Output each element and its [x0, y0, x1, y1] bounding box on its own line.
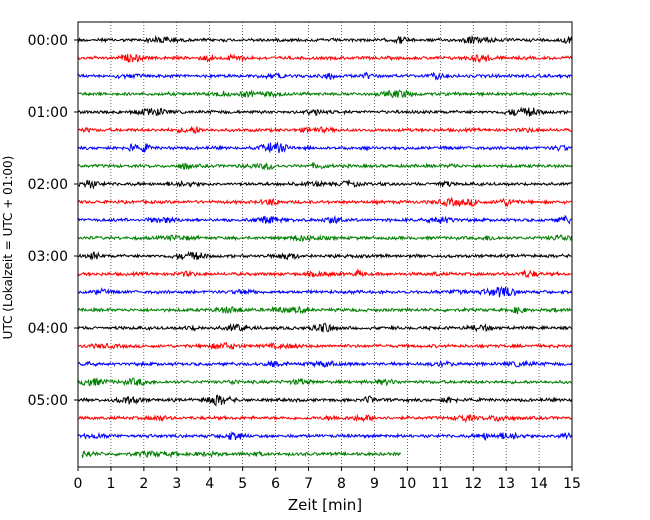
x-tick-label: 4: [205, 476, 214, 492]
trace-02:15: [77, 196, 572, 208]
trace-05:45: [81, 449, 401, 459]
trace-00:15: [77, 52, 572, 64]
x-tick-label: 2: [139, 476, 148, 492]
trace-05:15: [77, 413, 572, 424]
y-tick-label: 02:00: [28, 177, 68, 193]
x-tick-label: 0: [74, 476, 83, 492]
trace-03:15: [77, 268, 572, 279]
trace-05:30: [77, 430, 572, 442]
x-tick-label: 1: [106, 476, 115, 492]
trace-00:45: [77, 88, 572, 99]
seismic-traces: [77, 34, 572, 459]
y-tick-label: 01:00: [28, 105, 68, 121]
trace-01:30: [77, 141, 572, 154]
trace-04:00: [77, 322, 572, 333]
trace-04:45: [77, 377, 572, 387]
x-axis-label: Zeit [min]: [288, 496, 362, 514]
x-tick-label: 11: [431, 476, 449, 492]
trace-00:00: [77, 34, 572, 45]
trace-05:00: [77, 394, 572, 407]
trace-02:00: [77, 179, 572, 190]
y-tick-label: 05:00: [28, 393, 68, 409]
trace-04:15: [77, 341, 572, 351]
x-tick-label: 7: [304, 476, 313, 492]
trace-03:30: [77, 285, 572, 298]
trace-01:15: [77, 125, 572, 135]
trace-00:30: [77, 71, 572, 81]
x-tick-label: 12: [464, 476, 482, 492]
trace-03:45: [77, 305, 572, 315]
trace-04:30: [77, 359, 572, 369]
y-tick-label: 00:00: [28, 33, 68, 49]
y-tick-label: 04:00: [28, 321, 68, 337]
x-tick-label: 15: [563, 476, 581, 492]
trace-01:45: [77, 161, 572, 171]
grid-lines: [110, 22, 540, 467]
x-tick-label: 6: [271, 476, 280, 492]
x-axis-ticks: 0 1 2 3 4 5 6 7 8 9 10 11 12 13 14 15: [74, 467, 581, 492]
y-axis-label: UTC (Lokalzeit = UTC + 01:00): [1, 156, 15, 340]
plot-frame: [77, 21, 573, 468]
trace-02:45: [77, 233, 572, 243]
x-tick-label: 13: [497, 476, 515, 492]
x-tick-label: 5: [238, 476, 247, 492]
x-tick-label: 10: [398, 476, 416, 492]
x-tick-label: 9: [370, 476, 379, 492]
x-tick-label: 14: [530, 476, 548, 492]
trace-01:00: [77, 106, 572, 117]
trace-03:00: [77, 250, 572, 261]
x-tick-label: 8: [337, 476, 346, 492]
y-tick-label: 03:00: [28, 249, 68, 265]
y-axis-ticks: 00:00 01:00 02:00 03:00 04:00 05:00: [28, 33, 78, 409]
trace-02:30: [77, 214, 572, 225]
x-tick-label: 3: [172, 476, 181, 492]
